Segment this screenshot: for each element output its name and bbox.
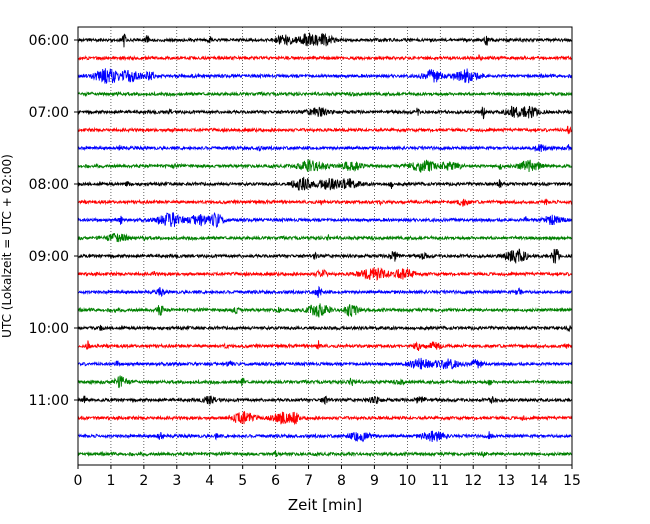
trace-0900 [77, 248, 573, 264]
y-tick-label: 08:00 [29, 177, 69, 193]
x-tick-label: 14 [530, 473, 548, 489]
seismic-traces [77, 32, 573, 459]
x-tick-label: 9 [370, 473, 379, 489]
trace-0645 [77, 90, 573, 98]
x-tick-label: 5 [238, 473, 247, 489]
x-tick-label: 12 [464, 473, 482, 489]
trace-0745 [77, 158, 573, 173]
x-tick-label: 3 [172, 473, 181, 489]
vertical-grid [110, 27, 540, 465]
trace-0600 [77, 32, 573, 48]
trace-0915 [77, 267, 573, 281]
x-axis-ticks: 0 1 2 3 4 5 6 7 8 9 10 11 12 13 14 15 [74, 465, 581, 489]
x-tick-label: 11 [431, 473, 449, 489]
trace-1130 [77, 430, 573, 443]
x-axis-label: Zeit [min] [288, 496, 362, 514]
y-tick-label: 06:00 [29, 33, 69, 49]
x-tick-label: 6 [271, 473, 280, 489]
x-tick-label: 15 [563, 473, 581, 489]
trace-0800 [77, 176, 573, 191]
trace-1015 [77, 340, 573, 352]
y-axis-ticks: 06:00 07:00 08:00 09:00 10:00 11:00 [29, 33, 78, 409]
trace-1145 [77, 450, 573, 459]
trace-1100 [77, 395, 573, 405]
x-tick-label: 13 [497, 473, 515, 489]
trace-1030 [77, 357, 573, 370]
trace-0715 [77, 125, 573, 135]
trace-0815 [77, 198, 573, 207]
y-tick-label: 11:00 [29, 393, 69, 409]
x-tick-label: 8 [337, 473, 346, 489]
x-tick-label: 2 [139, 473, 148, 489]
x-tick-label: 7 [304, 473, 313, 489]
trace-1000 [77, 324, 573, 333]
x-tick-label: 1 [106, 473, 115, 489]
y-tick-label: 07:00 [29, 105, 69, 121]
trace-0830 [77, 211, 573, 229]
trace-0930 [77, 285, 573, 298]
trace-0700 [77, 105, 573, 120]
trace-1115 [77, 411, 573, 426]
x-tick-label: 10 [398, 473, 416, 489]
trace-0945 [77, 303, 573, 318]
y-axis-label: UTC (Lokalzeit = UTC + 02:00) [0, 154, 14, 338]
x-tick-label: 4 [205, 473, 214, 489]
y-tick-label: 10:00 [29, 321, 69, 337]
trace-0630 [77, 68, 573, 84]
trace-0845 [77, 233, 573, 243]
x-tick-label: 0 [74, 473, 83, 489]
trace-0615 [77, 54, 573, 62]
trace-0730 [77, 143, 573, 152]
plot-frame [77, 26, 573, 466]
y-tick-label: 09:00 [29, 249, 69, 265]
trace-1045 [77, 375, 573, 389]
